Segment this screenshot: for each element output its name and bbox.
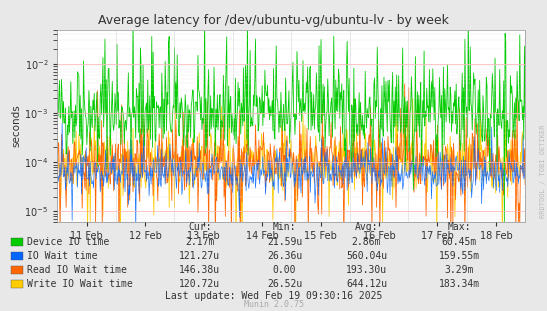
- Text: Write IO Wait time: Write IO Wait time: [27, 279, 133, 289]
- Text: 146.38u: 146.38u: [179, 265, 220, 275]
- Text: 26.52u: 26.52u: [267, 279, 302, 289]
- Text: Device IO time: Device IO time: [27, 237, 109, 247]
- Text: 3.29m: 3.29m: [445, 265, 474, 275]
- Text: 60.45m: 60.45m: [442, 237, 477, 247]
- Text: Avg:: Avg:: [355, 222, 378, 232]
- Text: 120.72u: 120.72u: [179, 279, 220, 289]
- Text: Min:: Min:: [273, 222, 296, 232]
- Text: IO Wait time: IO Wait time: [27, 251, 98, 261]
- Text: Max:: Max:: [448, 222, 471, 232]
- Text: 121.27u: 121.27u: [179, 251, 220, 261]
- Text: 644.12u: 644.12u: [346, 279, 387, 289]
- Text: Munin 2.0.75: Munin 2.0.75: [243, 299, 304, 309]
- Text: 193.30u: 193.30u: [346, 265, 387, 275]
- Y-axis label: seconds: seconds: [11, 104, 21, 147]
- Text: Average latency for /dev/ubuntu-vg/ubuntu-lv - by week: Average latency for /dev/ubuntu-vg/ubunt…: [98, 14, 449, 27]
- Text: Last update: Wed Feb 19 09:30:16 2025: Last update: Wed Feb 19 09:30:16 2025: [165, 291, 382, 301]
- Text: 2.17m: 2.17m: [185, 237, 214, 247]
- Text: 183.34m: 183.34m: [439, 279, 480, 289]
- Text: RRDTOOL / TOBI OETIKER: RRDTOOL / TOBI OETIKER: [540, 124, 546, 218]
- Text: 159.55m: 159.55m: [439, 251, 480, 261]
- Text: Read IO Wait time: Read IO Wait time: [27, 265, 127, 275]
- Text: 26.36u: 26.36u: [267, 251, 302, 261]
- Text: 560.04u: 560.04u: [346, 251, 387, 261]
- Text: Cur:: Cur:: [188, 222, 211, 232]
- Text: 21.59u: 21.59u: [267, 237, 302, 247]
- Text: 2.86m: 2.86m: [352, 237, 381, 247]
- Text: 0.00: 0.00: [273, 265, 296, 275]
